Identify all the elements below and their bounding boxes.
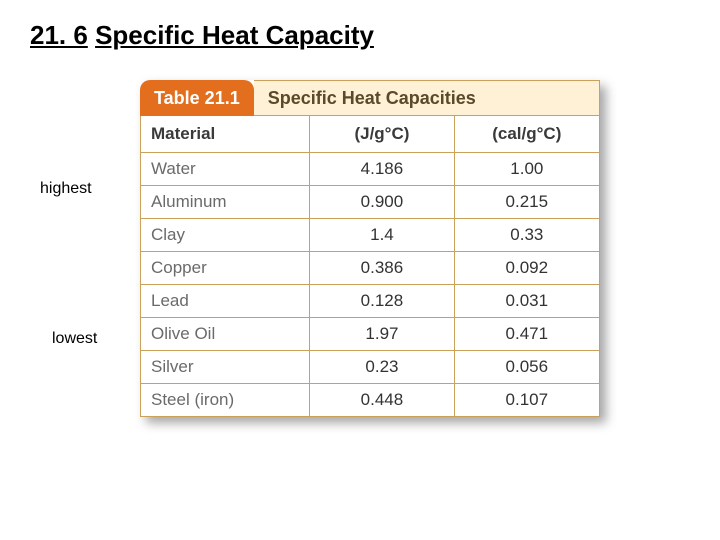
- cell-j: 0.23: [310, 351, 454, 383]
- cell-j: 4.186: [310, 153, 454, 185]
- table-row: Lead 0.128 0.031: [141, 284, 599, 317]
- cell-j: 1.97: [310, 318, 454, 350]
- table-row: Copper 0.386 0.092: [141, 251, 599, 284]
- annotation-highest: highest: [40, 180, 92, 198]
- cell-cal: 0.107: [455, 384, 599, 416]
- cell-material: Olive Oil: [141, 318, 310, 350]
- cell-material: Silver: [141, 351, 310, 383]
- annotation-lowest: lowest: [52, 330, 97, 348]
- cell-material: Water: [141, 153, 310, 185]
- cell-j: 1.4: [310, 219, 454, 251]
- cell-material: Clay: [141, 219, 310, 251]
- cell-cal: 0.215: [455, 186, 599, 218]
- cell-material: Aluminum: [141, 186, 310, 218]
- table-header-row: Material (J/g°C) (cal/g°C): [140, 116, 600, 153]
- table-row: Clay 1.4 0.33: [141, 218, 599, 251]
- table-badge: Table 21.1: [140, 80, 254, 116]
- section-number: 21. 6: [30, 20, 88, 50]
- cell-j: 0.900: [310, 186, 454, 218]
- cell-cal: 0.471: [455, 318, 599, 350]
- section-heading: 21. 6 Specific Heat Capacity: [30, 20, 374, 51]
- cell-cal: 0.031: [455, 285, 599, 317]
- table-row: Aluminum 0.900 0.215: [141, 185, 599, 218]
- table-row: Steel (iron) 0.448 0.107: [141, 383, 599, 416]
- cell-j: 0.448: [310, 384, 454, 416]
- table-titlebar: Table 21.1 Specific Heat Capacities: [140, 80, 600, 116]
- cell-cal: 0.092: [455, 252, 599, 284]
- cell-material: Lead: [141, 285, 310, 317]
- table-row: Silver 0.23 0.056: [141, 350, 599, 383]
- table-title: Specific Heat Capacities: [254, 80, 600, 116]
- cell-j: 0.128: [310, 285, 454, 317]
- heat-capacity-table: Table 21.1 Specific Heat Capacities Mate…: [140, 80, 600, 417]
- cell-cal: 1.00: [455, 153, 599, 185]
- table-header-calgc: (cal/g°C): [455, 116, 599, 152]
- table-header-material: Material: [141, 116, 310, 152]
- table-header-jgc: (J/g°C): [310, 116, 454, 152]
- cell-cal: 0.056: [455, 351, 599, 383]
- cell-j: 0.386: [310, 252, 454, 284]
- table-row: Olive Oil 1.97 0.471: [141, 317, 599, 350]
- cell-cal: 0.33: [455, 219, 599, 251]
- section-title: Specific Heat Capacity: [95, 20, 374, 50]
- cell-material: Copper: [141, 252, 310, 284]
- table-body: Water 4.186 1.00 Aluminum 0.900 0.215 Cl…: [140, 153, 600, 417]
- table-row: Water 4.186 1.00: [141, 153, 599, 185]
- cell-material: Steel (iron): [141, 384, 310, 416]
